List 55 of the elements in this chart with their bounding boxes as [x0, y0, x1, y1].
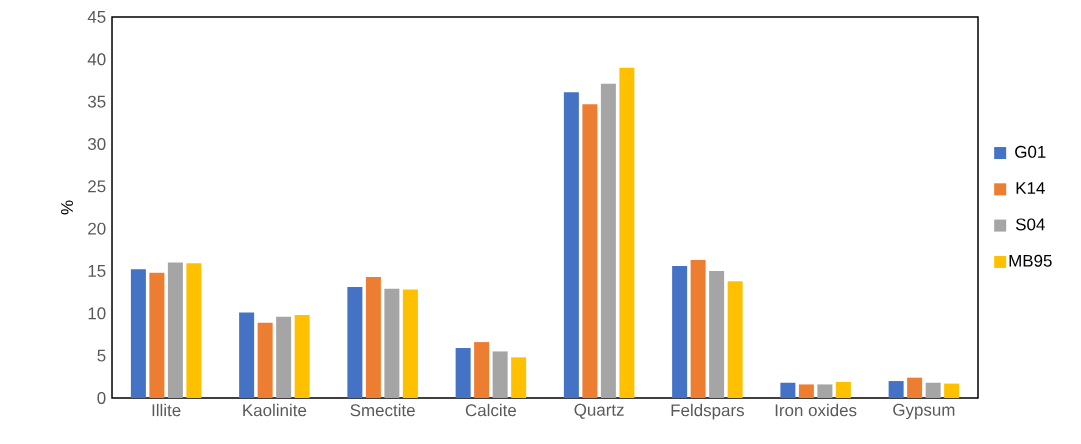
y-tick-label: 30 [87, 137, 106, 150]
x-tick-label: Feldspars [671, 403, 744, 420]
x-tick-label: Iron oxides [775, 403, 857, 417]
legend-label: S04 [1015, 218, 1045, 231]
bar [672, 265, 688, 398]
bar [600, 83, 616, 398]
bar [709, 270, 725, 398]
bar [907, 377, 923, 398]
bar [619, 67, 635, 398]
bar [944, 383, 960, 398]
y-tick-label: 25 [88, 180, 106, 193]
bar [474, 342, 490, 398]
bar [130, 269, 146, 398]
x-tick-label: Illite [152, 403, 181, 417]
y-tick-label: 20 [88, 222, 106, 235]
bar [690, 259, 706, 398]
legend-label: MB95 [1009, 254, 1052, 267]
bar [257, 322, 273, 398]
bar [798, 384, 814, 398]
bar [511, 357, 527, 398]
bar [925, 382, 941, 398]
bar [582, 104, 598, 398]
bar [888, 381, 904, 398]
y-tick-label: 45 [87, 11, 106, 23]
y-axis-title: % [61, 200, 73, 215]
x-tick-label: Gypsum [893, 403, 955, 420]
x-tick-label: Calcite [465, 403, 517, 417]
bar [294, 315, 310, 398]
bar [817, 384, 833, 398]
y-tick-label: 35 [87, 95, 106, 108]
legend-label: K14 [1016, 182, 1045, 194]
bar [276, 316, 292, 398]
bar [780, 382, 796, 398]
bar [455, 348, 471, 398]
y-tick-label: 0 [97, 391, 106, 404]
x-tick-label: Quartz [574, 403, 624, 419]
bar [347, 287, 363, 398]
x-tick-label: Smectite [350, 403, 415, 417]
bar [186, 263, 202, 398]
bar [402, 289, 418, 398]
x-tick-label: Kaolinite [243, 403, 307, 417]
bar [239, 312, 255, 398]
bar [365, 276, 381, 398]
legend-label: G01 [1015, 145, 1046, 158]
y-tick-label: 10 [88, 307, 106, 320]
y-tick-label: 40 [87, 53, 106, 66]
bar [563, 92, 579, 398]
y-tick-label: 5 [97, 349, 106, 362]
bar [835, 381, 851, 398]
bar [727, 281, 743, 398]
y-tick-label: 15 [88, 265, 106, 277]
bar [167, 262, 183, 398]
bar [492, 351, 508, 398]
bar [384, 288, 400, 398]
bar [149, 272, 165, 398]
